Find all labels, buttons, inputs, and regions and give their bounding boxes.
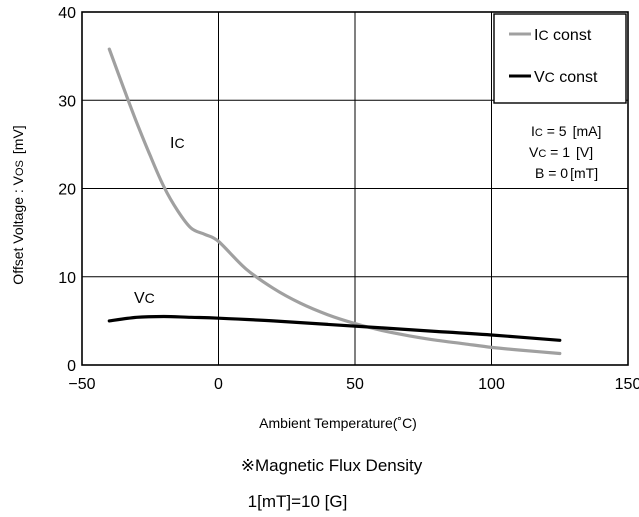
ic-const-line (107, 47, 562, 356)
condition-vc: VC = 1 [V] (529, 144, 593, 160)
y-axis-title: Offset Voltage : VOS[mV] (10, 125, 26, 284)
legend-box (493, 13, 627, 104)
vc-curve-label: VC (134, 290, 155, 307)
ic-curve-label: IC (170, 135, 185, 152)
x-tick-label: 150 (615, 376, 639, 393)
y-tick-label: 30 (58, 93, 76, 110)
note-unit-conversion: 1[mT]=10 [G] (247, 492, 348, 511)
legend: IC const VC const (493, 13, 627, 104)
test-conditions: IC = 5 [mA] VC = 1 [V] B = 0 [mT] (529, 123, 601, 181)
note-magnetic-flux-density: ※Magnetic Flux Density (240, 456, 423, 475)
condition-b: B = 0 [mT] (535, 165, 598, 181)
series-lines (107, 47, 562, 356)
x-tick-label: 0 (214, 376, 223, 393)
grid-lines (82, 12, 628, 365)
x-axis-title: Ambient Temperature(˚C) (259, 415, 417, 431)
condition-ic: IC = 5 [mA] (531, 123, 601, 139)
plot-frame (81, 11, 629, 366)
y-tick-label: 0 (67, 358, 76, 375)
y-tick-label: 20 (58, 182, 76, 199)
legend-ic-label: IC const (534, 27, 592, 44)
y-tick-labels: 0 10 20 30 40 (58, 5, 76, 375)
x-tick-label: 50 (346, 376, 364, 393)
x-tick-label: −50 (68, 376, 95, 393)
legend-vc-label: VC const (534, 69, 598, 86)
vc-const-line (107, 314, 562, 342)
y-tick-label: 10 (58, 270, 76, 287)
x-tick-labels: −50 0 50 100 150 (68, 376, 639, 393)
x-tick-label: 100 (478, 376, 505, 393)
y-tick-label: 40 (58, 5, 76, 22)
